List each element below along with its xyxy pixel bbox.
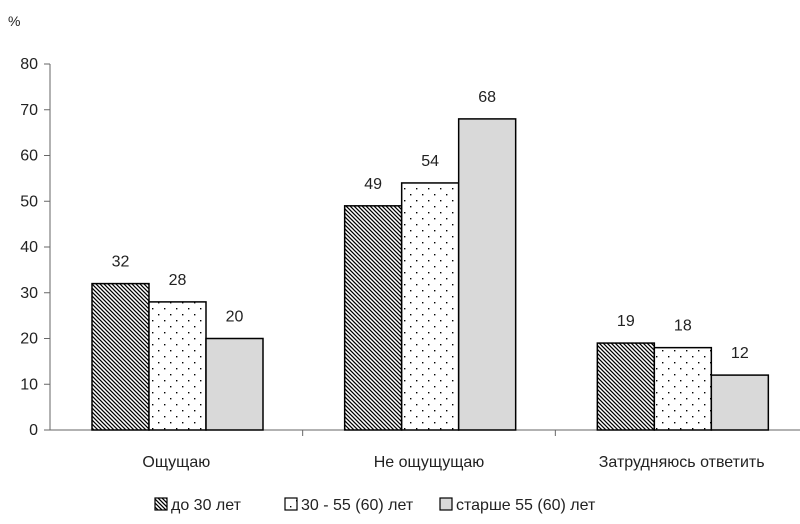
data-label: 12	[731, 345, 749, 362]
data-label: 20	[226, 309, 244, 326]
category-label: Ощущаю	[142, 454, 210, 471]
y-tick-label: 70	[20, 102, 38, 119]
y-tick-label: 0	[29, 422, 38, 439]
bars	[91, 118, 770, 431]
y-tick-label: 10	[20, 376, 38, 393]
bar-не-ощущущаю-3	[457, 118, 517, 431]
y-tick-label: 40	[20, 239, 38, 256]
axes: 0 10 20 30 40 50 60 70 80 Ощущаю Не ощущущаю Затруд…	[20, 56, 800, 471]
bar-ощущаю-2	[148, 301, 207, 431]
legend-swatch	[439, 497, 453, 511]
data-label: 32	[112, 254, 130, 271]
data-label: 49	[364, 176, 382, 193]
category-label: Затрудняюсь ответить	[599, 454, 765, 471]
y-tick-label: 80	[20, 56, 38, 73]
legend-label: старше 55 (60) лет	[456, 497, 596, 514]
bar-ощущаю-1	[91, 282, 150, 431]
y-tick-label: 60	[20, 148, 38, 165]
data-label: 28	[169, 272, 187, 289]
data-label: 19	[617, 313, 635, 330]
bar-ощущаю-3	[205, 337, 264, 431]
data-label: 18	[674, 318, 692, 335]
legend: до 30 лет 30 - 55 (60) лет старше 55 (60) …	[154, 497, 596, 514]
data-label: 68	[478, 89, 496, 106]
bar-не-ощущущаю-2	[400, 182, 460, 431]
legend-label: до 30 лет	[171, 497, 242, 514]
bar-не-ощущущаю-1	[343, 205, 403, 431]
data-label: 54	[421, 153, 439, 170]
y-tick-label: 50	[20, 193, 38, 210]
bar-затрудняюсь-ответить-3	[710, 374, 770, 431]
bar-затрудняюсь-ответить-2	[653, 346, 713, 431]
category-label: Не ощущущаю	[374, 454, 485, 471]
legend-swatch	[284, 497, 298, 511]
y-tick-label: 30	[20, 285, 38, 302]
y-tick-label: 20	[20, 331, 38, 348]
data-labels: 32 28 20 49 54 68 19 18 12	[112, 89, 749, 362]
bar-затрудняюсь-ответить-1	[596, 342, 656, 431]
legend-swatch	[154, 497, 168, 511]
legend-label: 30 - 55 (60) лет	[301, 497, 414, 514]
y-unit-label: %	[8, 13, 20, 29]
